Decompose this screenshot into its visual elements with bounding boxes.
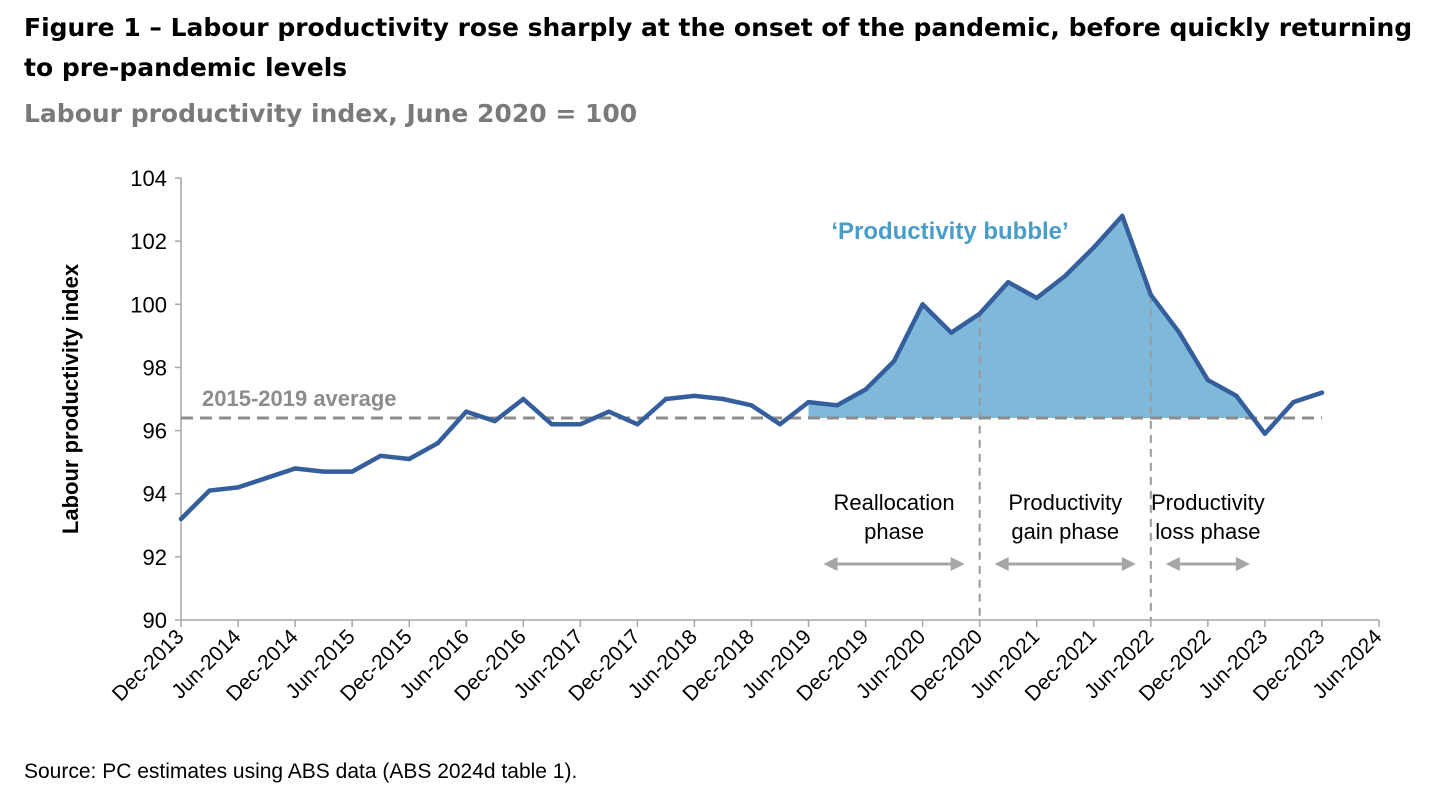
phase-arrow-head-right bbox=[1121, 557, 1136, 571]
phase-label-line2: loss phase bbox=[1155, 519, 1260, 544]
data-point bbox=[378, 453, 383, 459]
data-point bbox=[1034, 295, 1039, 301]
phase-label-line1: Reallocation bbox=[834, 490, 955, 515]
y-tick-label: 104 bbox=[130, 166, 167, 191]
data-point bbox=[1063, 273, 1068, 279]
source-note: Source: PC estimates using ABS data (ABS… bbox=[24, 760, 578, 783]
data-point bbox=[549, 422, 555, 427]
phase-arrow-head-right bbox=[1235, 557, 1250, 571]
data-point bbox=[1205, 377, 1211, 383]
productivity-bubble-label: ‘Productivity bubble’ bbox=[831, 218, 1068, 245]
data-point bbox=[806, 399, 811, 405]
data-point bbox=[264, 475, 269, 481]
phase-label-line2: phase bbox=[864, 519, 924, 544]
phase-label-line2: gain phase bbox=[1011, 519, 1119, 544]
data-point bbox=[749, 403, 754, 408]
data-point bbox=[1091, 245, 1096, 250]
bubble-area-layer bbox=[808, 215, 1265, 418]
average-reference-label: 2015-2019 average bbox=[202, 386, 397, 411]
data-point bbox=[435, 441, 440, 446]
data-point bbox=[207, 488, 212, 493]
data-point bbox=[1291, 399, 1296, 405]
y-tick-label: 90 bbox=[143, 608, 167, 633]
data-point bbox=[521, 396, 526, 402]
productivity-bubble-area bbox=[808, 215, 1265, 418]
data-point bbox=[1177, 330, 1182, 335]
data-point bbox=[406, 456, 412, 462]
data-point bbox=[1005, 279, 1011, 285]
data-point bbox=[920, 302, 925, 307]
data-point bbox=[948, 330, 954, 335]
y-tick-label: 94 bbox=[143, 482, 167, 507]
data-point bbox=[834, 403, 840, 408]
phase-arrow-head-left bbox=[823, 557, 838, 571]
data-point bbox=[692, 393, 697, 399]
y-tick-label: 98 bbox=[143, 355, 167, 380]
phase-label-line1: Productivity bbox=[1151, 490, 1265, 515]
y-tick-label: 102 bbox=[130, 229, 167, 254]
data-point bbox=[578, 422, 583, 427]
data-point bbox=[1262, 431, 1268, 436]
data-point bbox=[349, 469, 355, 474]
y-tick-label: 100 bbox=[130, 292, 167, 317]
reference-line-layer: 2015-2019 average bbox=[181, 386, 1322, 420]
data-point bbox=[891, 358, 897, 364]
data-point bbox=[863, 387, 868, 392]
axis-layer: 9092949698100102104Dec-2013Jun-2014Dec-2… bbox=[58, 166, 1387, 706]
data-point bbox=[235, 485, 241, 490]
data-point bbox=[178, 516, 184, 522]
data-point bbox=[292, 466, 298, 471]
data-point bbox=[1319, 390, 1325, 395]
phase-arrow-head-left bbox=[994, 557, 1009, 571]
phase-divider-layer bbox=[978, 294, 1152, 620]
data-point bbox=[492, 418, 497, 424]
data-point bbox=[464, 409, 469, 414]
annotation-layer: ‘Productivity bubble’ Reallocation phase Pr… bbox=[823, 218, 1265, 571]
data-point bbox=[635, 422, 640, 427]
series-line-layer bbox=[178, 213, 1325, 522]
phase-label-line1: Productivity bbox=[1008, 490, 1122, 515]
figure-subtitle: Labour productivity index, June 2020 = 1… bbox=[24, 99, 638, 128]
data-point bbox=[1234, 393, 1239, 399]
data-point bbox=[1120, 213, 1125, 219]
data-point bbox=[720, 396, 726, 402]
data-point bbox=[1148, 292, 1154, 298]
y-tick-label: 96 bbox=[143, 419, 167, 444]
phase-arrow-head-right bbox=[950, 557, 965, 571]
line-chart: 9092949698100102104Dec-2013Jun-2014Dec-2… bbox=[58, 166, 1387, 706]
figure-title: Figure 1 – Labour productivity rose shar… bbox=[24, 13, 1413, 82]
y-tick-label: 92 bbox=[143, 545, 167, 570]
data-point bbox=[663, 396, 669, 402]
data-point bbox=[606, 409, 612, 414]
phase-arrow-head-left bbox=[1165, 557, 1180, 571]
data-point bbox=[777, 422, 783, 427]
y-axis-title: Labour productivity index bbox=[58, 263, 83, 534]
data-point bbox=[321, 469, 326, 474]
data-point bbox=[977, 311, 982, 316]
